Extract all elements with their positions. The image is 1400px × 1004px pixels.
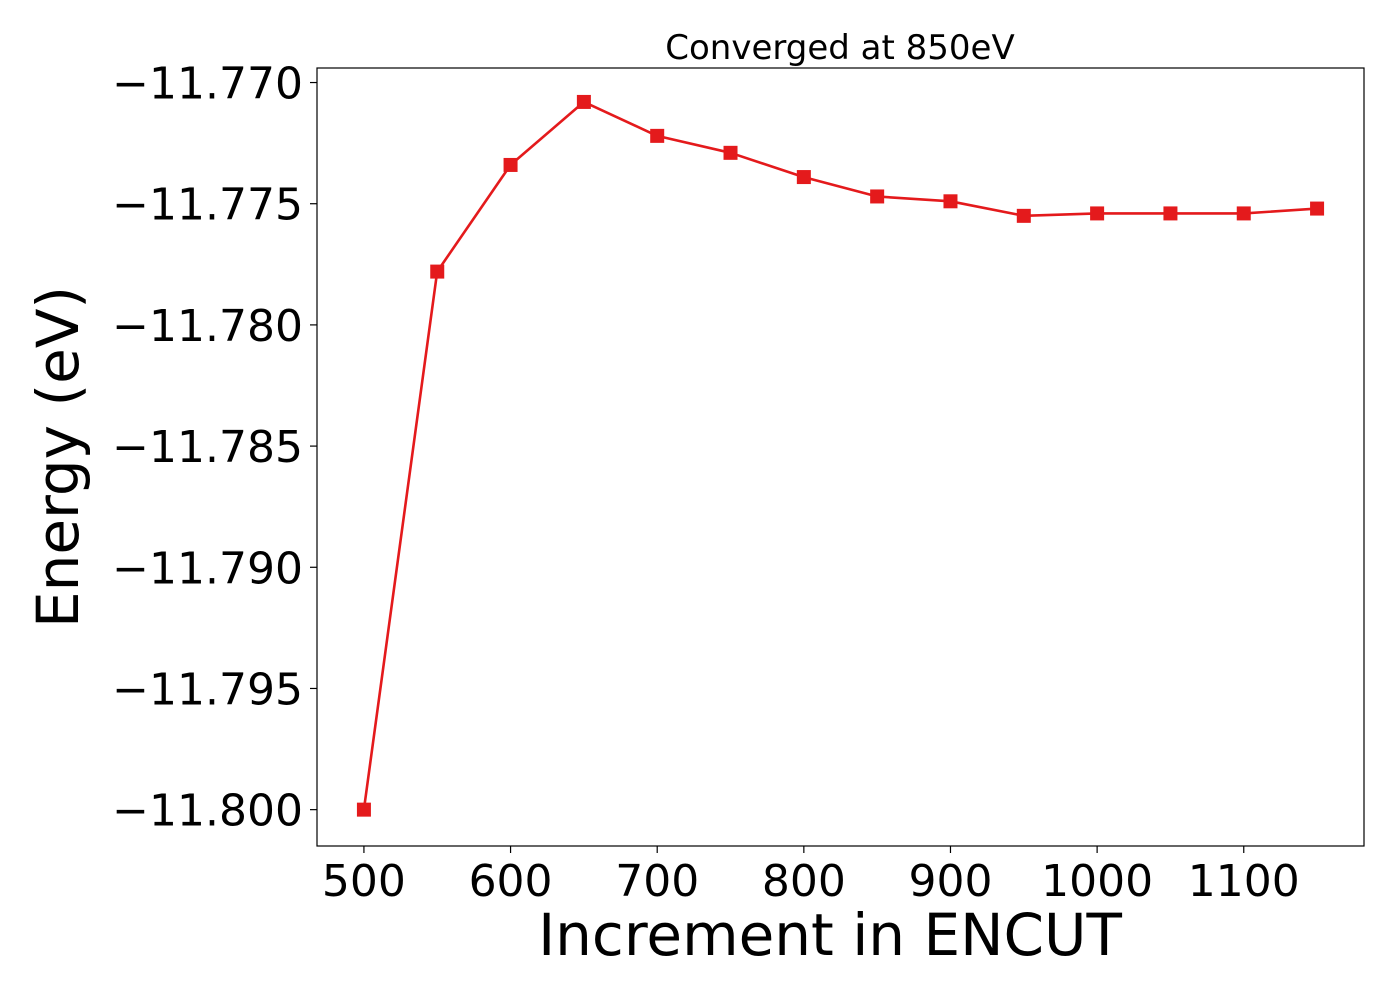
data-point-marker (357, 803, 371, 817)
x-axis-label: Increment in ENCUT (538, 901, 1122, 969)
x-tick-label: 500 (322, 856, 406, 907)
y-tick-label: −11.795 (112, 664, 303, 715)
y-tick-label: −11.780 (112, 301, 303, 352)
y-tick-label: −11.770 (112, 59, 303, 110)
data-point-marker (650, 129, 664, 143)
data-point-marker (870, 189, 884, 203)
y-axis-ticks: −11.770 −11.775 −11.780 −11.785 −11.790 −11.7… (112, 59, 317, 837)
data-point-marker (797, 170, 811, 184)
data-point-marker (1017, 209, 1031, 223)
chart-title: Converged at 850eV (665, 28, 1014, 68)
data-series (357, 95, 1324, 817)
y-axis-label: Energy (eV) (24, 286, 92, 628)
data-point-marker (430, 265, 444, 279)
x-axis-ticks: 500 600 700 800 900 1000 1100 (322, 846, 1300, 907)
x-tick-label: 700 (615, 856, 699, 907)
plot-area-frame (317, 68, 1364, 846)
data-point-marker (1237, 206, 1251, 220)
y-tick-label: −11.785 (112, 422, 303, 473)
data-point-marker (724, 146, 738, 160)
data-point-marker (1090, 206, 1104, 220)
data-point-marker (1310, 202, 1324, 216)
data-point-marker (943, 194, 957, 208)
data-point-marker (1163, 206, 1177, 220)
data-point-marker (577, 95, 591, 109)
y-tick-label: −11.775 (112, 180, 303, 231)
x-tick-label: 800 (762, 856, 846, 907)
data-point-marker (504, 158, 518, 172)
x-tick-label: 900 (908, 856, 992, 907)
y-tick-label: −11.790 (112, 543, 303, 594)
x-tick-label: 1100 (1188, 856, 1300, 907)
x-tick-label: 1000 (1041, 856, 1153, 907)
y-tick-label: −11.800 (112, 786, 303, 837)
x-tick-label: 600 (469, 856, 553, 907)
